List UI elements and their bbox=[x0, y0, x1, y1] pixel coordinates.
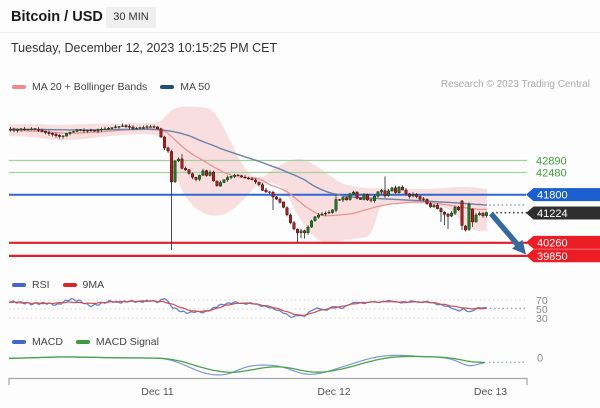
svg-text:50: 50 bbox=[536, 304, 548, 316]
svg-text:0: 0 bbox=[537, 353, 543, 365]
svg-text:41224: 41224 bbox=[537, 208, 568, 220]
svg-text:Dec 11: Dec 11 bbox=[141, 386, 174, 398]
svg-text:39850: 39850 bbox=[537, 251, 568, 263]
svg-text:41800: 41800 bbox=[537, 190, 568, 202]
svg-text:Dec 13: Dec 13 bbox=[474, 386, 507, 398]
svg-text:Dec 12: Dec 12 bbox=[317, 386, 350, 398]
svg-text:40260: 40260 bbox=[537, 238, 568, 250]
svg-text:30: 30 bbox=[536, 313, 548, 325]
svg-text:70: 70 bbox=[536, 295, 548, 307]
svg-text:42890: 42890 bbox=[536, 156, 567, 168]
svg-text:42480: 42480 bbox=[536, 168, 567, 180]
